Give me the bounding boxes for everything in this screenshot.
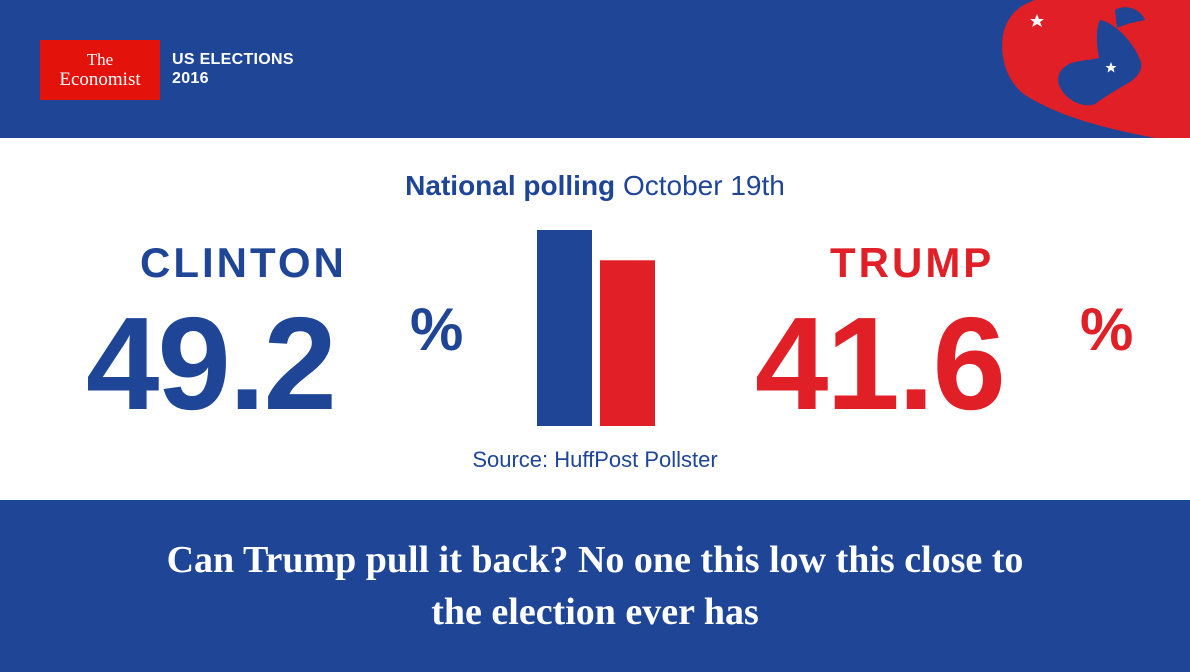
bar-chart [537, 230, 655, 426]
series-title: US ELECTIONS 2016 [172, 50, 294, 88]
clinton-percent-sign: % [410, 296, 464, 363]
clinton-value: 49.2 [86, 290, 337, 437]
clinton-label: CLINTON [140, 239, 347, 286]
bar-clinton [537, 230, 592, 426]
trump-label: TRUMP [830, 239, 995, 286]
chart-area [0, 138, 1190, 500]
logo-line-the: The [86, 50, 114, 69]
chart-title: National polling October 19th [0, 168, 1190, 204]
logo-line-economist: Economist [59, 69, 141, 90]
series-title-line2: 2016 [172, 70, 209, 87]
donkey-icon [1002, 0, 1190, 138]
source-note: Source: HuffPost Pollster [472, 447, 718, 472]
trump-percent-sign: % [1080, 296, 1134, 363]
caption-band: Can Trump pull it back? No one this low … [0, 500, 1190, 672]
trump-value: 41.6 [755, 290, 1006, 437]
series-title-line1: US ELECTIONS [172, 51, 294, 68]
caption-text: Can Trump pull it back? No one this low … [166, 539, 1024, 633]
header-band: The Economist US ELECTIONS 2016 [0, 0, 1190, 138]
economist-logo: The Economist [40, 40, 160, 100]
bar-trump [600, 260, 655, 426]
chart-title-date: October 19th [622, 170, 785, 201]
chart-title-strong: National polling [405, 170, 616, 201]
